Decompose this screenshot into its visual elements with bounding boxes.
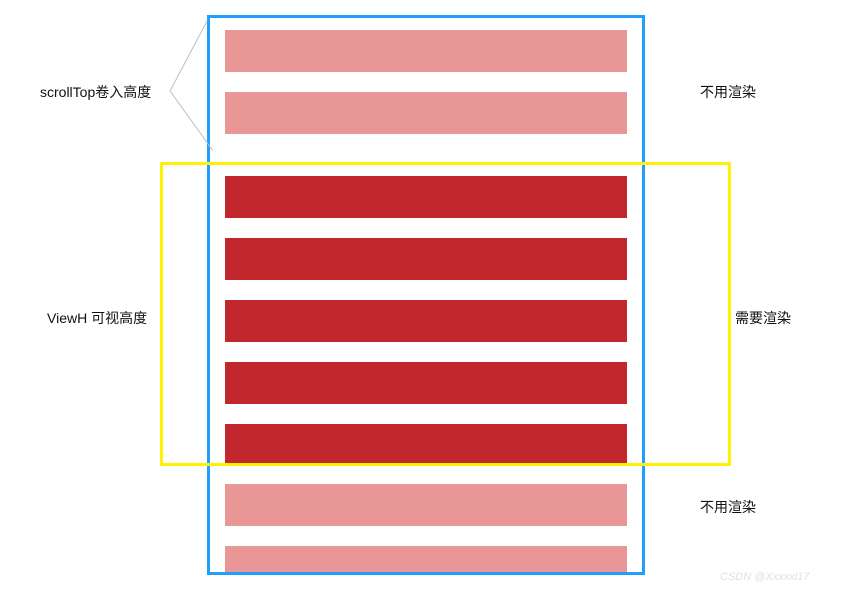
viewh-label: ViewH 可视高度	[47, 308, 147, 328]
scrolltop-leader-line	[170, 20, 208, 90]
list-item-offscreen	[225, 484, 627, 526]
watermark-text: CSDN @Xxxxxl17	[720, 571, 809, 583]
list-item-offscreen	[225, 92, 627, 134]
need-render-label: 需要渲染	[735, 308, 791, 328]
list-item-offscreen	[225, 546, 627, 572]
no-render-top-label: 不用渲染	[700, 82, 756, 102]
list-item-offscreen	[225, 30, 627, 72]
no-render-bottom-label: 不用渲染	[700, 497, 756, 517]
viewport-box	[160, 162, 731, 466]
scrolltop-label: scrollTop卷入高度	[40, 82, 151, 102]
